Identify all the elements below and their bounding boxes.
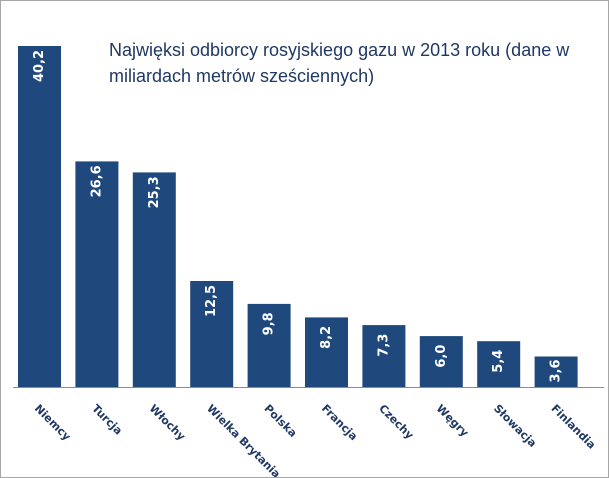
bar-value-label: 12,5	[204, 285, 219, 317]
x-tick-label: Włochy	[147, 402, 188, 443]
chart-title: Najwięksi odbiorcy rosyjskiego gazu w 20…	[109, 40, 570, 86]
bar-value-label: 40,2	[32, 50, 47, 82]
bar-9	[477, 341, 521, 387]
x-tick-label: Słowacja	[491, 402, 539, 450]
x-tick-label: Turcja	[89, 402, 125, 438]
x-tick-label: Węgry	[434, 402, 472, 440]
bar-6	[305, 317, 348, 387]
bar-value-label: 7,3	[376, 334, 391, 357]
x-tick-label: Francja	[319, 402, 360, 443]
bar-value-label: 6,0	[434, 345, 449, 368]
bar-value-label: 9,8	[262, 312, 277, 335]
x-tick-label: Polska	[261, 402, 299, 440]
bar-8	[419, 336, 463, 387]
bar-3	[132, 172, 176, 387]
bar-value-label: 5,4	[491, 350, 506, 373]
bar-1	[18, 46, 61, 387]
x-tick-label: Czechy	[376, 402, 416, 442]
bar-value-label: 8,2	[319, 326, 334, 349]
bar-4	[190, 281, 234, 387]
bar-5	[247, 303, 291, 387]
x-tick-label: Finlandia	[548, 402, 598, 452]
bar-7	[362, 325, 406, 387]
bar-value-label: 3,6	[549, 359, 564, 382]
x-tick-label: Niemcy	[32, 402, 73, 443]
bar-value-label: 25,3	[147, 176, 162, 208]
bar-value-label: 26,6	[89, 165, 104, 197]
bar-10	[534, 356, 578, 387]
bar-2	[75, 161, 119, 387]
